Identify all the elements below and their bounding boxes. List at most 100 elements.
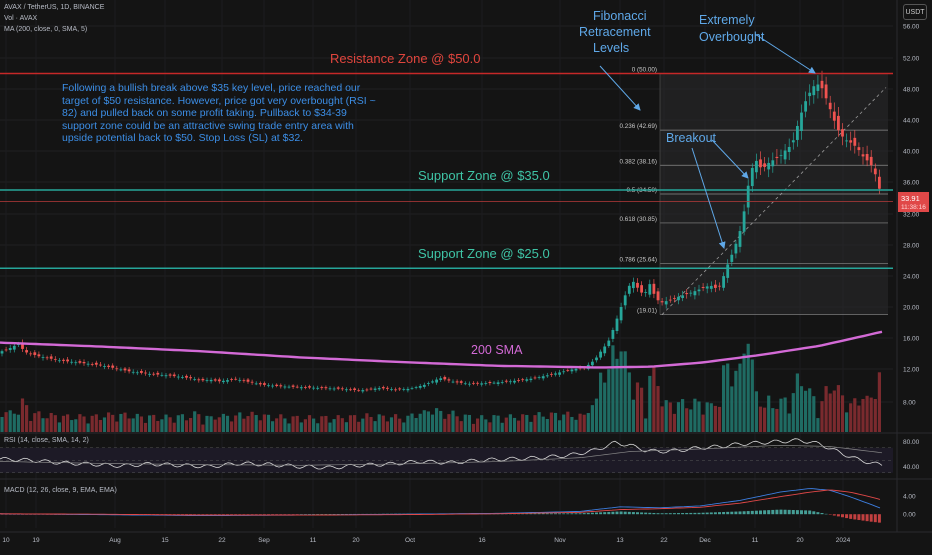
macd-histogram-bar <box>320 514 324 515</box>
volume-bar <box>348 415 353 432</box>
macd-histogram-bar <box>226 514 229 515</box>
macd-histogram-bar <box>267 514 270 515</box>
macd-histogram-bar <box>340 514 344 515</box>
macd-histogram-bar <box>672 513 676 515</box>
volume-bar <box>804 390 808 432</box>
volume-bar <box>746 343 750 432</box>
last-price-value: 33.91 <box>901 194 920 203</box>
volume-bar <box>275 418 279 432</box>
macd-histogram-bar <box>623 511 627 515</box>
volume-bar <box>685 408 689 432</box>
volume-bar <box>717 406 722 432</box>
price-tick-label: 8.00 <box>903 400 916 407</box>
macd-histogram-bar <box>197 514 201 515</box>
annotation-arrow <box>691 147 726 249</box>
rsi-tick-label: 40.00 <box>903 464 920 471</box>
volume-bar <box>619 351 623 432</box>
candle-body <box>123 368 127 371</box>
volume-bar <box>697 401 701 432</box>
volume-bar <box>578 413 582 432</box>
macd-histogram-bar <box>689 512 693 515</box>
candle-body <box>525 379 529 381</box>
volume-bar <box>184 420 189 432</box>
rsi-indicator-label[interactable]: RSI (14, close, SMA, 14, 2) <box>4 437 89 444</box>
volume-bar <box>201 424 205 432</box>
volume-bar <box>758 406 763 432</box>
volume-bar <box>131 418 135 432</box>
macd-histogram-bar <box>185 514 188 515</box>
volume-indicator-label[interactable]: Vol · AVAX <box>4 15 38 22</box>
fib-title-line-1: Fibonacci <box>593 9 647 23</box>
volume-bar <box>705 402 709 432</box>
volume-bar <box>443 418 447 432</box>
volume-bar <box>713 405 717 432</box>
macd-histogram-bar <box>726 511 730 515</box>
volume-bar <box>189 417 193 432</box>
macd-histogram-bar <box>763 510 767 515</box>
macd-histogram-bar <box>205 514 209 515</box>
candle-body <box>496 382 500 384</box>
sma-200-path <box>0 330 883 369</box>
volume-bar <box>439 410 443 432</box>
volume-bar <box>676 402 681 432</box>
macd-histogram-bar <box>599 512 603 515</box>
price-tick-label: 24.00 <box>903 274 920 281</box>
price-levels <box>0 72 893 270</box>
macd-histogram-bar <box>709 512 713 515</box>
volume-bar <box>820 401 824 432</box>
macd-histogram-bar <box>193 514 197 515</box>
macd-tick-label: 0.00 <box>903 512 916 519</box>
candle-body <box>238 379 242 381</box>
macd-histogram-bar <box>525 513 529 515</box>
annotation-arrow <box>754 33 816 74</box>
candle-body <box>500 382 504 383</box>
candle-body <box>845 140 848 142</box>
macd-indicator-label[interactable]: MACD (12, 26, close, 9, EMA, EMA) <box>4 487 117 494</box>
volume-bar <box>295 415 299 432</box>
candle-body <box>513 380 516 383</box>
volume-bar <box>566 411 570 432</box>
volume-bar <box>119 413 123 432</box>
volume-bar <box>730 386 734 432</box>
currency-button[interactable]: USDT <box>903 4 927 20</box>
candle-body <box>152 373 156 375</box>
volume-bar <box>410 413 414 432</box>
resistance-label: Resistance Zone @ $50.0 <box>330 51 481 66</box>
candle-body <box>53 358 57 360</box>
volume-bar <box>496 415 500 432</box>
macd-histogram-bar <box>677 513 680 515</box>
volume-bar <box>754 391 758 432</box>
candle-body <box>295 386 299 388</box>
candle-body <box>812 86 816 96</box>
macd-histogram-bar <box>627 511 631 515</box>
volume-bar <box>160 419 164 432</box>
macd-histogram-bar <box>877 514 881 523</box>
macd-histogram-bar <box>545 513 549 515</box>
ma-indicator-label[interactable]: MA (200, close, 0, SMA, 5) <box>4 26 88 33</box>
fib-title-line-3: Levels <box>593 41 629 55</box>
volume-bar <box>750 359 754 432</box>
volume-bar <box>693 398 697 432</box>
candle-body <box>529 378 533 381</box>
volume-bar <box>574 419 578 432</box>
macd-histogram-bar <box>611 511 615 515</box>
candle-body <box>181 377 184 378</box>
candle-body <box>107 365 110 367</box>
candle-body <box>873 168 877 175</box>
price-tick-label: 28.00 <box>903 243 920 250</box>
volume-bar <box>258 420 262 432</box>
volume-bar <box>853 398 857 432</box>
candle-body <box>431 381 434 383</box>
support-25-label: Support Zone @ $25.0 <box>418 246 550 261</box>
volume-bar <box>767 395 771 432</box>
candle-body <box>369 388 373 390</box>
volume-bar <box>406 415 410 432</box>
candle-body <box>808 92 812 97</box>
price-tick-label: 16.00 <box>903 336 920 343</box>
volume-bar <box>357 421 361 432</box>
candle-body <box>78 361 82 363</box>
macd-histogram-bar <box>336 514 340 515</box>
volume-bar <box>644 418 648 432</box>
